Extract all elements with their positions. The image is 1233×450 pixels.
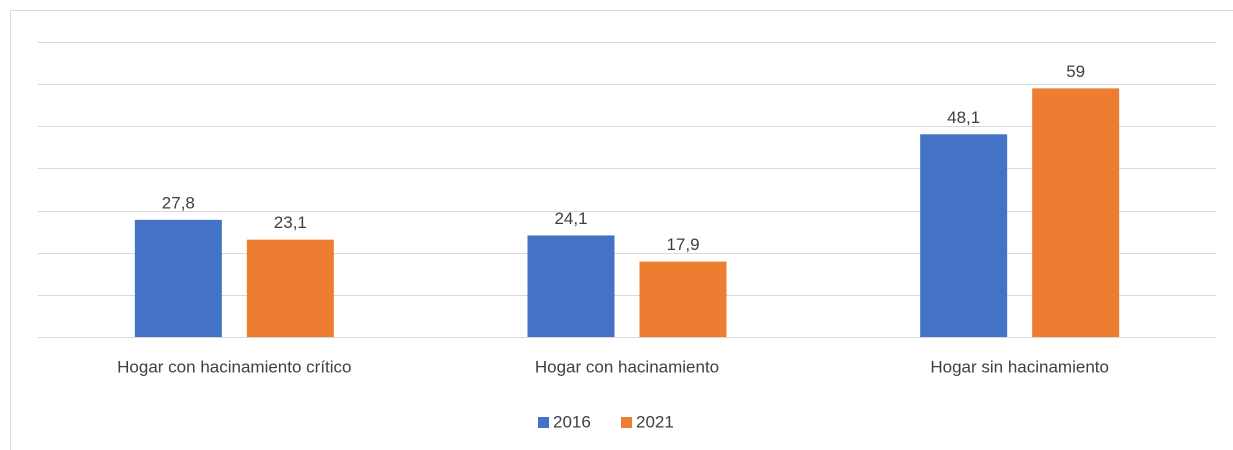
bar bbox=[1032, 88, 1120, 337]
data-label: 27,8 bbox=[162, 193, 195, 212]
bar bbox=[527, 235, 615, 337]
x-tick-label: Hogar con hacinamiento bbox=[535, 357, 719, 376]
legend-label: 2016 bbox=[553, 412, 591, 431]
data-label: 23,1 bbox=[274, 213, 307, 232]
x-tick-label: Hogar sin hacinamiento bbox=[930, 357, 1109, 376]
data-label: 24,1 bbox=[554, 209, 587, 228]
chart-border bbox=[10, 10, 1233, 450]
data-label: 17,9 bbox=[666, 235, 699, 254]
data-label: 48,1 bbox=[947, 108, 980, 127]
bar bbox=[639, 261, 727, 337]
data-label: 59 bbox=[1066, 62, 1085, 81]
legend-swatch bbox=[621, 417, 632, 428]
legend-label: 2021 bbox=[636, 412, 674, 431]
legend-swatch bbox=[538, 417, 549, 428]
bar bbox=[920, 134, 1008, 337]
x-tick-label: Hogar con hacinamiento crítico bbox=[117, 357, 351, 376]
bar bbox=[134, 219, 222, 337]
bar bbox=[246, 239, 334, 337]
